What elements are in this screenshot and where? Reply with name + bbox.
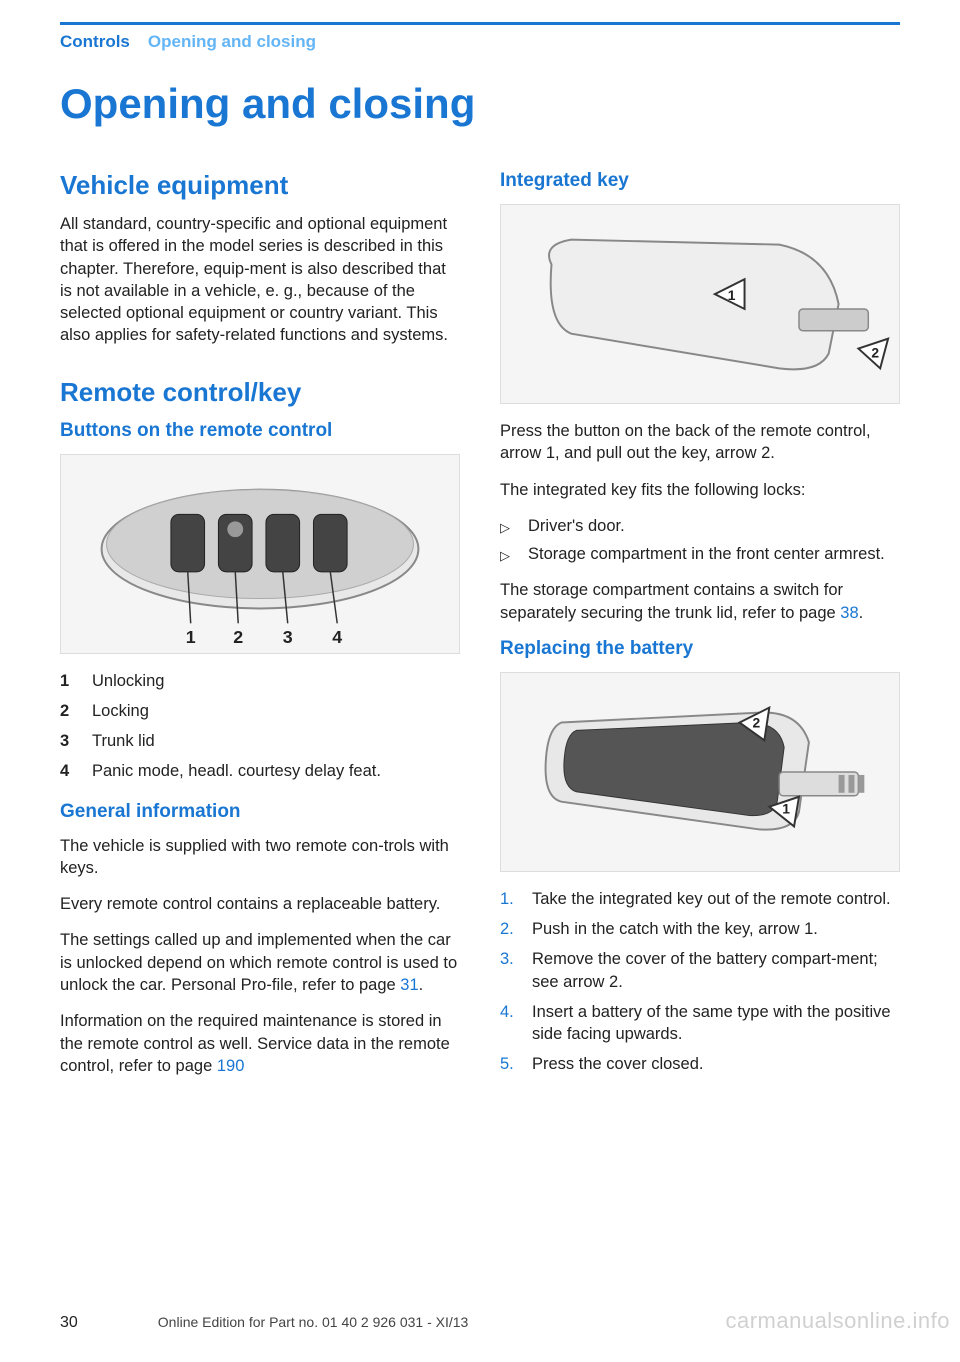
step-item: 3.Remove the cover of the battery compar…	[500, 948, 900, 993]
step-item: 5. Press the cover closed.	[500, 1053, 900, 1075]
heading-replacing-battery: Replacing the battery	[500, 638, 900, 660]
key-illustration: 1 2	[501, 205, 899, 403]
paragraph-general-2: Every remote control contains a replacea…	[60, 893, 460, 915]
step-num: 3.	[500, 948, 522, 993]
step-item: 4.Insert a battery of the same type with…	[500, 1001, 900, 1046]
heading-integrated-key: Integrated key	[500, 170, 900, 192]
legend-num: 3	[60, 730, 76, 752]
paragraph-general-4: Information on the required maintenance …	[60, 1010, 460, 1077]
top-border	[60, 22, 900, 25]
legend-num: 2	[60, 700, 76, 722]
figure-replace-battery: 2 1	[500, 672, 900, 872]
content-columns: Vehicle equipment All standard, country-…	[60, 162, 900, 1091]
step-text: Press the cover closed.	[532, 1053, 704, 1075]
step-text: Push in the catch with the key, arrow 1.	[532, 918, 818, 940]
replace-battery-steps: 1. Take the integrated key out of the rem…	[500, 888, 900, 1076]
svg-text:1: 1	[186, 627, 196, 647]
legend-item: 1 Unlocking	[60, 670, 460, 692]
remote-illustration: 1 2 3 4	[61, 455, 459, 653]
legend-num: 1	[60, 670, 76, 692]
svg-text:1: 1	[782, 800, 790, 816]
page-ref-190[interactable]: 190	[217, 1057, 245, 1075]
legend-item: 4 Panic mode, headl. courtesy delay feat.	[60, 760, 460, 782]
legend-text: Unlocking	[92, 670, 164, 692]
heading-buttons-remote: Buttons on the remote control	[60, 420, 460, 442]
step-text: Insert a battery of the same type with t…	[532, 1001, 900, 1046]
page-title: Opening and closing	[60, 80, 900, 128]
paragraph-integrated-1: Press the button on the back of the remo…	[500, 420, 900, 465]
svg-text:3: 3	[283, 627, 293, 647]
svg-text:4: 4	[332, 627, 342, 647]
battery-illustration: 2 1	[501, 673, 899, 871]
right-column: Integrated key 1 2 Press the button on t…	[500, 162, 900, 1091]
page-number: 30	[60, 1314, 78, 1332]
breadcrumb: Controls Opening and closing	[60, 32, 900, 52]
bullet-icon: ▷	[500, 543, 516, 565]
list-text: Storage compartment in the front center …	[528, 543, 885, 565]
page-ref-38[interactable]: 38	[840, 604, 858, 622]
page-ref-31[interactable]: 31	[400, 976, 418, 994]
step-num: 5.	[500, 1053, 522, 1075]
step-num: 1.	[500, 888, 522, 910]
step-num: 2.	[500, 918, 522, 940]
list-item: ▷ Driver's door.	[500, 515, 900, 537]
legend-text: Panic mode, headl. courtesy delay feat.	[92, 760, 381, 782]
paragraph-vehicle-equipment: All standard, country-specific and optio…	[60, 213, 460, 347]
legend-item: 2 Locking	[60, 700, 460, 722]
manual-page: Controls Opening and closing Opening and…	[0, 0, 960, 1362]
svg-text:1: 1	[728, 287, 736, 303]
edition-line: Online Edition for Part no. 01 40 2 926 …	[158, 1314, 469, 1330]
paragraph-general-1: The vehicle is supplied with two remote …	[60, 835, 460, 880]
svg-text:2: 2	[233, 627, 243, 647]
paragraph-integrated-2: The integrated key fits the following lo…	[500, 479, 900, 501]
legend-item: 3 Trunk lid	[60, 730, 460, 752]
watermark: carmanualsonline.info	[725, 1308, 950, 1334]
breadcrumb-controls: Controls	[60, 32, 130, 52]
heading-general-info: General information	[60, 801, 460, 823]
svg-text:2: 2	[753, 714, 761, 730]
legend-text: Trunk lid	[92, 730, 155, 752]
step-text: Remove the cover of the battery compart‐…	[532, 948, 900, 993]
step-item: 1. Take the integrated key out of the rem…	[500, 888, 900, 910]
heading-vehicle-equipment: Vehicle equipment	[60, 170, 460, 201]
legend-text: Locking	[92, 700, 149, 722]
integrated-key-locks-list: ▷ Driver's door. ▷ Storage compartment in …	[500, 515, 900, 566]
legend-num: 4	[60, 760, 76, 782]
breadcrumb-section: Opening and closing	[148, 32, 316, 52]
left-column: Vehicle equipment All standard, country-…	[60, 162, 460, 1091]
figure-integrated-key: 1 2	[500, 204, 900, 404]
remote-legend: 1 Unlocking 2 Locking 3 Trunk lid 4 Panic mo…	[60, 670, 460, 783]
paragraph-storage: The storage compartment contains a switc…	[500, 579, 900, 624]
paragraph-general-3: The settings called up and implemented w…	[60, 929, 460, 996]
step-item: 2. Push in the catch with the key, arrow …	[500, 918, 900, 940]
list-text: Driver's door.	[528, 515, 625, 537]
figure-remote-control: 1 2 3 4	[60, 454, 460, 654]
svg-text:2: 2	[871, 344, 879, 360]
list-item: ▷ Storage compartment in the front center…	[500, 543, 900, 565]
step-num: 4.	[500, 1001, 522, 1046]
heading-remote-control: Remote control/key	[60, 377, 460, 408]
bullet-icon: ▷	[500, 515, 516, 537]
step-text: Take the integrated key out of the remot…	[532, 888, 891, 910]
